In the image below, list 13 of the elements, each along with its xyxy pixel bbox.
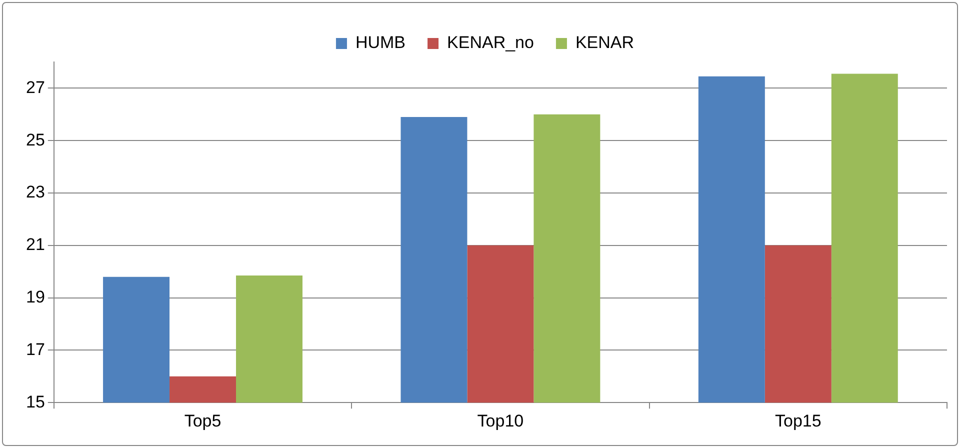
x-tick-label: Top5 <box>184 411 222 430</box>
legend-label: KENAR_no <box>447 33 534 52</box>
legend-label: KENAR <box>575 33 634 52</box>
legend-label: HUMB <box>355 33 406 52</box>
x-tick-label: Top10 <box>477 411 524 430</box>
y-tick-label: 21 <box>26 235 45 254</box>
y-tick-label: 17 <box>26 340 45 359</box>
y-tick-label: 25 <box>26 130 45 150</box>
y-tick-label: 15 <box>26 392 45 412</box>
x-tick-label: Top15 <box>774 411 822 430</box>
y-tick-label: 19 <box>26 287 45 306</box>
y-tick-label: 23 <box>26 182 45 202</box>
y-tick-label: 27 <box>26 78 45 97</box>
